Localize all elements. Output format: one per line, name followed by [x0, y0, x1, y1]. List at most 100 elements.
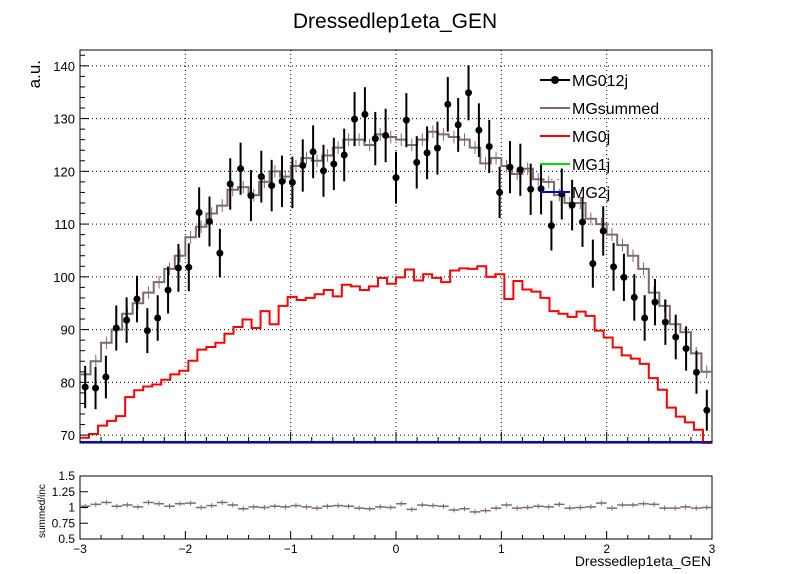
ratio-y-tick-label: 1	[68, 501, 75, 515]
series-mg012j-point	[485, 143, 493, 151]
y-tick-label: 130	[53, 112, 75, 127]
series-mg012j-point	[568, 201, 576, 209]
series-mg012j-point	[537, 185, 545, 193]
series-mg012j-point	[226, 180, 234, 188]
ratio-y-tick-label: 1.25	[52, 485, 76, 499]
y-tick-label: 140	[53, 59, 75, 74]
main-x-axis	[79, 432, 713, 443]
x-tick-label: 3	[709, 542, 716, 556]
ratio-y-tick-label: 0.75	[52, 516, 76, 530]
series-mg012j-point	[630, 293, 638, 301]
series-mg012j-point	[661, 318, 669, 326]
series-mgsummed-line	[80, 130, 712, 376]
series-mg0j-line	[80, 265, 712, 444]
series-mg012j-point	[651, 298, 659, 306]
series-mg012j-point	[454, 121, 462, 129]
series-mg012j-point	[382, 131, 390, 139]
series-mg012j-point	[340, 151, 348, 159]
y-tick-label: 120	[53, 164, 75, 179]
series-mg012j-point	[257, 173, 265, 181]
legend-dots: · ·	[550, 174, 559, 185]
legend-label-mgsummed: MGsummed	[572, 101, 659, 118]
series-mg012j-point	[413, 158, 421, 166]
series-mg012j-point	[81, 383, 89, 391]
series-mg012j-point	[319, 167, 327, 175]
y-tick-label: 110	[54, 217, 75, 232]
y-tick-label: 90	[61, 323, 75, 338]
ratio-plot-series	[80, 499, 712, 515]
series-mg012j-point	[112, 324, 120, 332]
main-plot-panel: 70 80 90 100 110 120 130 140 a.u. MG012j MGsumme…	[25, 49, 713, 444]
legend-label-mg2j: MG2j	[572, 185, 610, 202]
series-mg012j-point	[309, 148, 317, 156]
ratio-y-axis-label: summed/inc	[37, 484, 48, 538]
x-tick-label: 1	[498, 542, 505, 556]
series-mg012j-point	[392, 174, 400, 182]
series-mg012j-point	[102, 373, 110, 381]
x-tick-label: −3	[73, 542, 87, 556]
series-mg012j-point	[299, 162, 307, 170]
series-mg012j-point	[195, 208, 203, 216]
series-mg012j-point	[547, 222, 555, 230]
series-mg012j-point	[351, 115, 359, 123]
y-tick-label: 70	[61, 428, 75, 443]
series-mg012j-point	[371, 135, 379, 143]
x-tick-label: 2	[603, 542, 610, 556]
series-mg012j-point	[475, 126, 483, 134]
series-mg012j-point	[164, 286, 172, 294]
series-mg012j-point	[599, 227, 607, 235]
series-mg012j-point	[361, 110, 369, 118]
legend-dot-mg012j	[551, 76, 559, 84]
series-mg012j-point	[123, 316, 131, 324]
y-axis-label: a.u.	[25, 60, 44, 88]
x-axis-label: Dressedlep1eta_GEN	[575, 553, 711, 569]
series-mg012j-point	[402, 116, 410, 124]
series-mg012j-point	[330, 160, 338, 168]
series-mg012j-point	[692, 368, 700, 376]
ratio-x-axis: −3 −2 −1 0 1 2 3	[73, 531, 716, 556]
series-mg012j-point	[620, 273, 628, 281]
ratio-y-axis: 0.5 0.751 1.25 1.5	[52, 469, 88, 546]
main-y-axis: 70 80 90 100 110 120 130 140	[53, 54, 89, 443]
x-tick-label: −1	[284, 542, 298, 556]
series-mg012j-point	[133, 295, 141, 303]
series-mg012j-point	[237, 165, 245, 173]
chart-title: Dressedlep1eta_GEN	[293, 10, 497, 33]
series-mg012j-point	[92, 384, 100, 392]
legend-label-mg1j: MG1j	[572, 157, 610, 174]
series-mg012j-point	[444, 100, 452, 108]
series-mg012j-point	[465, 89, 473, 97]
series-mg012j-point	[288, 178, 296, 186]
series-mg012j-point	[278, 177, 286, 185]
series-mg012j-point	[516, 166, 524, 174]
ratio-y-tick-label: 1.5	[58, 469, 75, 483]
series-mg012j-point	[496, 188, 504, 196]
x-tick-label: −2	[178, 542, 192, 556]
series-mg012j-point	[423, 149, 431, 157]
series-mg012j-point	[672, 333, 680, 341]
series-mg012j-point	[506, 163, 514, 171]
series-mg012j-point	[143, 327, 151, 335]
y-tick-label: 80	[61, 375, 75, 390]
series-mg012j-point	[578, 218, 586, 226]
series-mg012j-point	[268, 182, 276, 190]
legend-label-mg012j: MG012j	[572, 73, 628, 90]
series-mg012j-point	[206, 217, 214, 225]
series-mg012j-point	[703, 406, 711, 414]
x-tick-label: 0	[393, 542, 400, 556]
y-tick-label: 100	[53, 270, 75, 285]
series-mg012j-point	[216, 249, 224, 257]
series-mg012j-point	[641, 314, 649, 322]
series-mg012j-point	[185, 263, 193, 271]
series-mg012j-point	[527, 185, 535, 193]
legend: MG012j MGsummed MG0j · · MG1j MG2j	[540, 73, 659, 202]
ratio-y-tick-label: 0.5	[58, 532, 75, 546]
legend-label-mg0j: MG0j	[572, 129, 610, 146]
series-mg012j-point	[433, 144, 441, 152]
series-mg012j-point	[247, 192, 255, 200]
series-mg012j-point	[610, 263, 618, 271]
series-mg012j-point	[589, 260, 597, 268]
series-mg012j-point	[174, 264, 182, 272]
